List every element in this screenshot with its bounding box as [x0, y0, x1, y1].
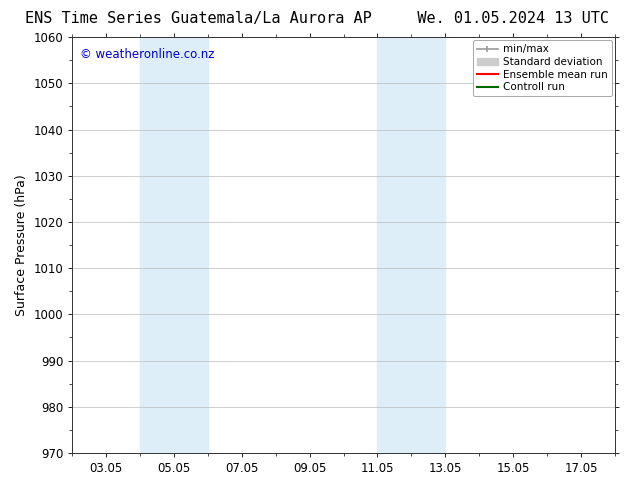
Bar — [377, 37, 445, 453]
Y-axis label: Surface Pressure (hPa): Surface Pressure (hPa) — [15, 174, 28, 316]
Bar — [140, 37, 208, 453]
Text: © weatheronline.co.nz: © weatheronline.co.nz — [81, 48, 215, 61]
Legend: min/max, Standard deviation, Ensemble mean run, Controll run: min/max, Standard deviation, Ensemble me… — [472, 40, 612, 97]
Text: ENS Time Series Guatemala/La Aurora AP     We. 01.05.2024 13 UTC: ENS Time Series Guatemala/La Aurora AP W… — [25, 11, 609, 26]
